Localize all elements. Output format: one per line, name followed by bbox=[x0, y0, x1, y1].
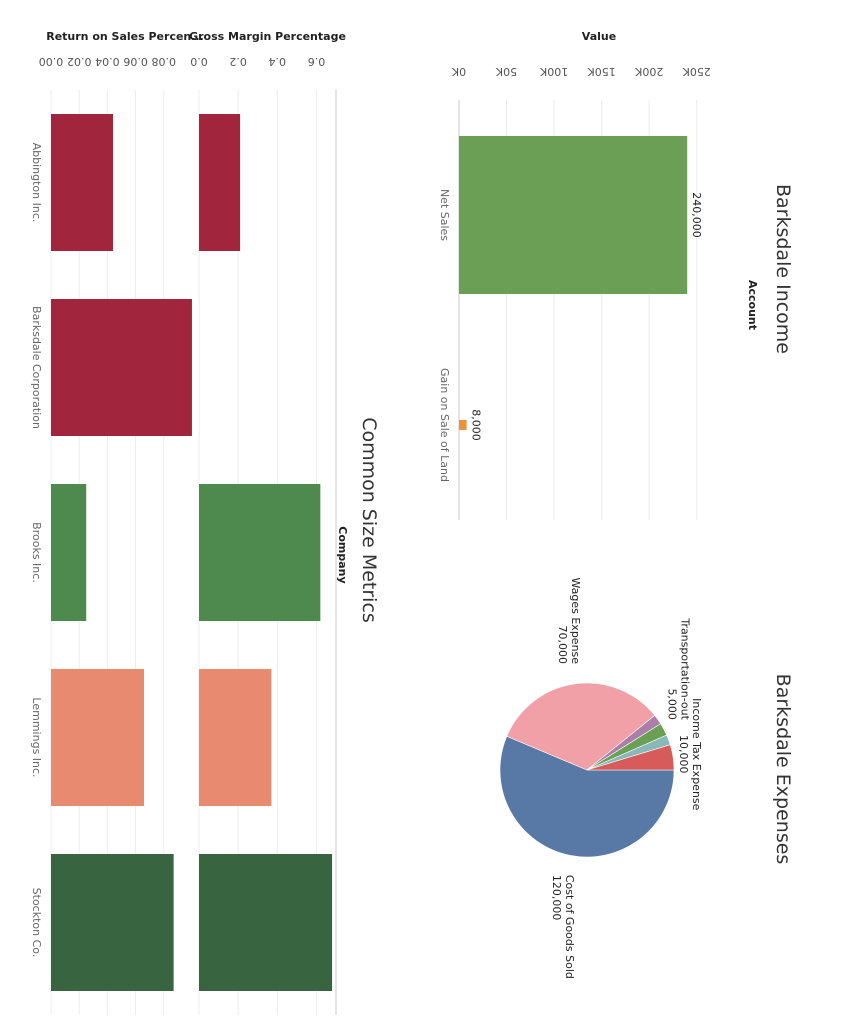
income-chart-title: Barksdale Income bbox=[772, 184, 794, 354]
metrics-category-label: Barksdale Corporation bbox=[30, 306, 43, 429]
income-bar bbox=[458, 420, 467, 430]
metrics-y-tick-label: 0.0 bbox=[190, 55, 208, 68]
metrics-y-tick-label: 0.02 bbox=[67, 55, 92, 68]
income-category-labels: Net Sales Gain on Sale of Land bbox=[438, 189, 451, 482]
income-bars bbox=[458, 136, 688, 430]
income-y-tick-label: 0K bbox=[451, 65, 466, 78]
metrics-bar bbox=[50, 114, 114, 251]
metrics-category-label: Abbington Inc. bbox=[30, 143, 43, 223]
metrics-y-tick-label: 0.04 bbox=[95, 55, 120, 68]
income-chart-xlabel: Account bbox=[746, 280, 759, 330]
income-data-label: 8,000 bbox=[470, 409, 483, 441]
metrics-bar bbox=[51, 299, 192, 436]
metrics-y-tick-label: 0.6 bbox=[308, 55, 326, 68]
income-data-labels: 240,000 8,000 bbox=[470, 192, 704, 441]
expenses-pie bbox=[499, 682, 675, 858]
income-y-tick-label: 200K bbox=[634, 65, 663, 78]
metrics-bar bbox=[199, 669, 272, 806]
income-y-tick-label: 50K bbox=[495, 65, 517, 78]
metrics-panel-title: Return on Sales Percen... bbox=[46, 30, 204, 43]
metrics-category-label: Brooks Inc. bbox=[30, 522, 43, 583]
expenses-pie-slice bbox=[499, 735, 675, 858]
expenses-slice-value: 120,000 bbox=[550, 875, 563, 921]
income-y-tick-label: 250K bbox=[682, 65, 711, 78]
income-category-label: Net Sales bbox=[438, 189, 451, 241]
income-chart-ylabel: Value bbox=[582, 30, 616, 43]
income-y-tick-label: 100K bbox=[539, 65, 568, 78]
metrics-bar bbox=[51, 854, 174, 991]
expenses-slice-value: 10,000 bbox=[677, 735, 690, 774]
expenses-chart-title: Barksdale Expenses bbox=[772, 674, 794, 865]
metrics-bar bbox=[50, 669, 145, 806]
metrics-panels: 0.00 0.02 0.04 0.06 0.08 Return on Sales Perc… bbox=[39, 30, 346, 1015]
expenses-pie-slice bbox=[586, 744, 675, 771]
metrics-y-tick-label: 0.4 bbox=[269, 55, 287, 68]
metrics-bar bbox=[198, 484, 321, 621]
metrics-y-tick-label: 0.00 bbox=[39, 55, 64, 68]
metrics-category-labels: Abbington Inc. Barksdale Corporation Brook… bbox=[30, 143, 43, 958]
metrics-bar bbox=[198, 854, 333, 991]
metrics-panel-title: Gross Margin Percentage bbox=[189, 30, 346, 43]
income-bar bbox=[459, 136, 688, 294]
income-category-label: Gain on Sale of Land bbox=[438, 368, 451, 482]
income-data-label: 240,000 bbox=[690, 192, 703, 238]
metrics-bar bbox=[51, 484, 87, 621]
metrics-y-tick-label: 0.06 bbox=[123, 55, 148, 68]
metrics-chart-title: Common Size Metrics bbox=[358, 417, 380, 623]
expenses-slice-name: Cost of Goods Sold bbox=[563, 875, 576, 979]
metrics-category-label: Stockton Co. bbox=[30, 888, 43, 958]
metrics-y-tick-label: 0.08 bbox=[152, 55, 177, 68]
metrics-y-tick-label: 0.2 bbox=[229, 55, 247, 68]
expenses-slice-name: Transportation-out bbox=[679, 617, 692, 720]
expenses-slice-value: 5,000 bbox=[666, 688, 679, 720]
expenses-slice-name: Wages Expense bbox=[569, 577, 582, 664]
expenses-chart: Barksdale Expenses Cost of Goods Sold120… bbox=[499, 577, 794, 979]
income-y-tick-label: 150K bbox=[587, 65, 616, 78]
expenses-slice-name: Income Tax Expense bbox=[690, 698, 703, 811]
metrics-chart-xlabel: Company bbox=[336, 526, 349, 583]
metrics-category-label: Lemmings Inc. bbox=[30, 697, 43, 777]
rotated-dashboard: Barksdale Income Account Value 0K 50K 100K… bbox=[30, 30, 794, 1015]
expenses-slice-value: 70,000 bbox=[556, 626, 569, 665]
expenses-pie-slice bbox=[506, 682, 656, 771]
income-y-ticks: 0K 50K 100K 150K 200K 250K bbox=[451, 65, 711, 78]
metrics-chart: Common Size Metrics Company 0.00 0.02 0.04… bbox=[30, 30, 380, 1015]
income-chart: Barksdale Income Account Value 0K 50K 100K… bbox=[438, 30, 794, 520]
metrics-bar bbox=[198, 114, 241, 251]
